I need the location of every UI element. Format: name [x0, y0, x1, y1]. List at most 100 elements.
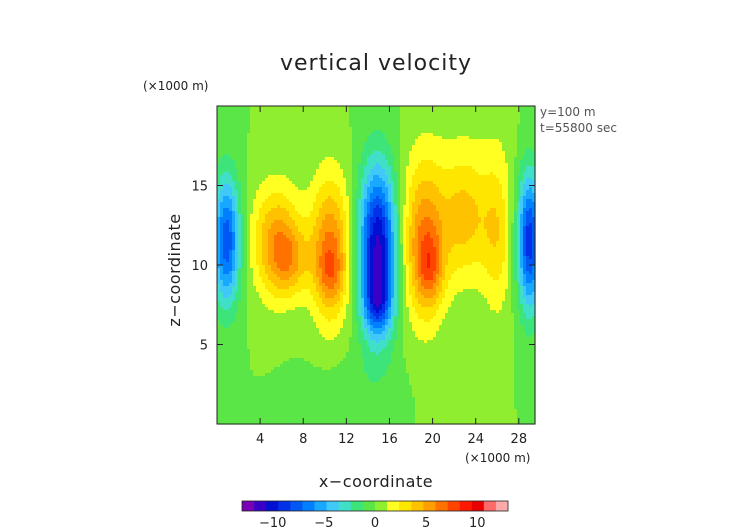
heatmap-cell: [247, 373, 251, 377]
heatmap-cell: [265, 220, 269, 224]
heatmap-cell: [259, 175, 263, 179]
heatmap-cell: [295, 109, 299, 113]
heatmap-cell: [271, 226, 275, 230]
heatmap-cell: [232, 136, 236, 140]
heatmap-cell: [289, 160, 293, 164]
heatmap-cell: [331, 349, 335, 353]
heatmap-cell: [232, 145, 236, 149]
heatmap-cell: [217, 277, 221, 281]
heatmap-cell: [265, 409, 269, 413]
heatmap-cell: [286, 190, 290, 194]
heatmap-cell: [298, 277, 302, 281]
heatmap-cell: [223, 328, 227, 332]
heatmap-cell: [241, 265, 245, 269]
heatmap-cell: [265, 355, 269, 359]
heatmap-cell: [250, 214, 254, 218]
heatmap-cell: [235, 223, 239, 227]
heatmap-cell: [349, 202, 353, 206]
heatmap-cell: [265, 169, 269, 173]
heatmap-cell: [325, 238, 329, 242]
heatmap-cell: [220, 169, 224, 173]
heatmap-cell: [274, 316, 278, 320]
heatmap-cell: [274, 148, 278, 152]
heatmap-cell: [229, 187, 233, 191]
heatmap-cell: [343, 322, 347, 326]
heatmap-cell: [229, 163, 233, 167]
heatmap-cell: [295, 136, 299, 140]
heatmap-cell: [259, 229, 263, 233]
heatmap-cell: [271, 130, 275, 134]
heatmap-cell: [241, 190, 245, 194]
heatmap-cell: [310, 394, 314, 398]
heatmap-cell: [331, 160, 335, 164]
heatmap-cell: [325, 202, 329, 206]
heatmap-cell: [292, 307, 296, 311]
heatmap-cell: [343, 250, 347, 254]
heatmap-cell: [292, 412, 296, 416]
heatmap-cell: [274, 208, 278, 212]
heatmap-cell: [253, 205, 257, 209]
heatmap-cell: [343, 244, 347, 248]
heatmap-cell: [250, 241, 254, 245]
heatmap-cell: [292, 235, 296, 239]
heatmap-cell: [301, 304, 305, 308]
heatmap-cell: [298, 274, 302, 278]
heatmap-cell: [247, 340, 251, 344]
heatmap-cell: [343, 226, 347, 230]
heatmap-cell: [217, 271, 221, 275]
heatmap-cell: [280, 253, 284, 257]
heatmap-cell: [289, 409, 293, 413]
heatmap-cell: [262, 373, 266, 377]
heatmap-cell: [271, 118, 275, 122]
heatmap-cell: [262, 418, 266, 422]
heatmap-cell: [343, 241, 347, 245]
heatmap-cell: [331, 319, 335, 323]
heatmap-cell: [316, 403, 320, 407]
heatmap-cell: [259, 397, 263, 401]
heatmap-cell: [262, 211, 266, 215]
heatmap-cell: [283, 373, 287, 377]
heatmap-cell: [352, 217, 356, 221]
heatmap-cell: [229, 271, 233, 275]
heatmap-cell: [346, 319, 350, 323]
heatmap-cell: [292, 187, 296, 191]
heatmap-cell: [349, 214, 353, 218]
heatmap-cell: [250, 361, 254, 365]
heatmap-cell: [322, 421, 326, 425]
heatmap-cell: [235, 196, 239, 200]
heatmap-cell: [307, 205, 311, 209]
heatmap-cell: [220, 355, 224, 359]
heatmap-cell: [241, 319, 245, 323]
heatmap-cell: [235, 184, 239, 188]
heatmap-cell: [331, 106, 335, 110]
heatmap-cell: [337, 358, 341, 362]
heatmap-cell: [241, 247, 245, 251]
heatmap-cell: [253, 238, 257, 242]
heatmap-cell: [217, 400, 221, 404]
heatmap-cell: [247, 115, 251, 119]
heatmap-cell: [253, 256, 257, 260]
heatmap-cell: [256, 184, 260, 188]
heatmap-cell: [307, 112, 311, 116]
heatmap-cell: [307, 229, 311, 233]
heatmap-cell: [289, 148, 293, 152]
heatmap-cell: [286, 262, 290, 266]
heatmap-cell: [295, 190, 299, 194]
heatmap-cell: [226, 229, 230, 233]
heatmap-cell: [229, 310, 233, 314]
heatmap-cell: [274, 190, 278, 194]
heatmap-cell: [232, 298, 236, 302]
heatmap-cell: [352, 172, 356, 176]
heatmap-cell: [268, 238, 272, 242]
heatmap-cell: [223, 292, 227, 296]
heatmap-cell: [241, 361, 245, 365]
heatmap-cell: [349, 388, 353, 392]
heatmap-cell: [313, 229, 317, 233]
heatmap-cell: [325, 214, 329, 218]
heatmap-cell: [334, 376, 338, 380]
heatmap-cell: [250, 121, 254, 125]
heatmap-cell: [319, 148, 323, 152]
heatmap-cell: [352, 274, 356, 278]
heatmap-cell: [265, 421, 269, 425]
heatmap-cell: [337, 244, 341, 248]
